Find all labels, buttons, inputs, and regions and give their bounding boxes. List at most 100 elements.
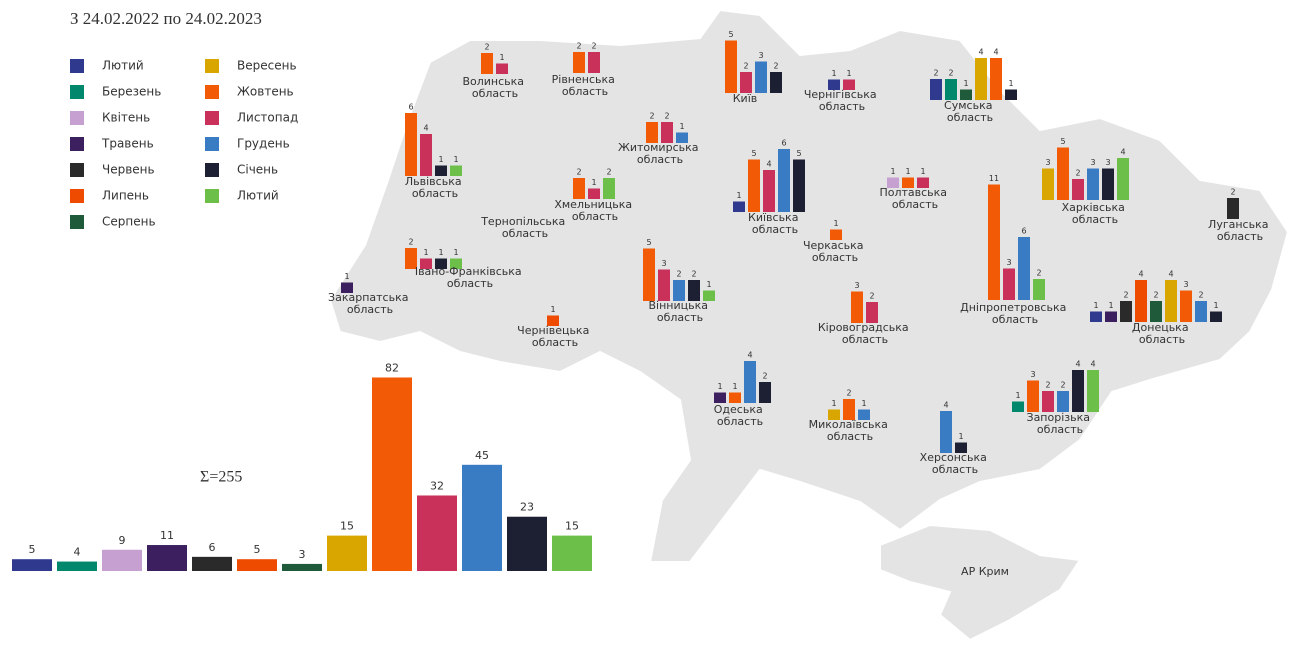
- region-bar-value: 5: [728, 30, 733, 39]
- region-bar: [759, 382, 771, 403]
- label-line: область: [812, 251, 858, 264]
- region-bar: [1150, 301, 1162, 322]
- region-bar: [658, 269, 670, 301]
- region-bar-value: 1: [890, 167, 895, 176]
- region-bar-value: 1: [905, 167, 910, 176]
- region-bar-value: 3: [758, 51, 763, 60]
- region-bar-value: 2: [1075, 169, 1080, 178]
- region-bar: [1033, 279, 1045, 300]
- region-bar-value: 1: [861, 399, 866, 408]
- region-bar: [733, 201, 745, 212]
- region-bar-value: 1: [344, 272, 349, 281]
- legend-swatch: [205, 59, 219, 73]
- region-bar-value: 1: [963, 79, 968, 88]
- region-bar: [960, 89, 972, 100]
- region-bar: [1018, 237, 1030, 300]
- label-line: Кіровоградська: [818, 321, 912, 334]
- label-line: Рівненська: [552, 73, 619, 86]
- region-bar: [1005, 89, 1017, 100]
- legend-swatch: [70, 189, 84, 203]
- region-bar: [843, 399, 855, 420]
- label-line: Івано-Франківська: [415, 265, 525, 278]
- region-bar: [828, 409, 840, 420]
- region-bar-value: 4: [1075, 360, 1080, 369]
- label-line: Волинська: [462, 75, 527, 88]
- label-line: область: [637, 153, 683, 166]
- mainland: [328, 8, 1290, 563]
- region-bar: [673, 280, 685, 301]
- region-label: Миколаївська область: [809, 418, 892, 443]
- region-bar: [887, 177, 899, 188]
- region-bar: [1120, 301, 1132, 322]
- bar: [57, 561, 97, 571]
- region-bar-value: 4: [943, 401, 948, 410]
- region-bar-value: 2: [408, 238, 413, 247]
- region-bar-value: 1: [591, 178, 596, 187]
- label-line: область: [717, 415, 763, 428]
- region-bar-value: 2: [1153, 291, 1158, 300]
- region-bar-value: 2: [1123, 291, 1128, 300]
- region-label: Чернівецька область: [517, 324, 593, 349]
- region-bar: [435, 258, 447, 269]
- region-bar-value: 6: [1021, 227, 1026, 236]
- region-bar-value: 2: [948, 69, 953, 78]
- label-line: Сумська: [944, 99, 996, 112]
- region-bar-value: 3: [1105, 158, 1110, 167]
- bar: [327, 535, 367, 571]
- region-label: Чернігівська область: [804, 88, 880, 113]
- region-bar-value: 1: [679, 122, 684, 131]
- region-bar: [843, 79, 855, 90]
- region-bar-value: 1: [831, 399, 836, 408]
- region-label: Запорізька область: [1027, 411, 1094, 436]
- legend-swatch: [205, 163, 219, 177]
- region-bar: [1117, 158, 1129, 200]
- legend-swatch: [205, 111, 219, 125]
- region-bar-value: 1: [1008, 79, 1013, 88]
- region-label: Харківська область: [1062, 201, 1129, 226]
- region-bar-value: 3: [1045, 158, 1050, 167]
- region-label: Полтавська область: [879, 186, 950, 211]
- legend-label: Лютий: [237, 189, 279, 203]
- region-bar: [547, 315, 559, 326]
- region-bar-value: 6: [408, 103, 413, 112]
- label-line: Дніпропетровська: [960, 301, 1070, 314]
- label-line: область: [1217, 230, 1263, 243]
- region-label: Сумська область: [944, 99, 996, 124]
- region-bar: [1105, 311, 1117, 322]
- region-bar-value: 4: [1090, 360, 1095, 369]
- legend-label: Березень: [102, 85, 161, 99]
- region-bar: [744, 361, 756, 403]
- region-bar-value: 1: [717, 382, 722, 391]
- label-line: область: [572, 210, 618, 223]
- region-bar: [990, 58, 1002, 100]
- region-bar-value: 1: [453, 155, 458, 164]
- legend-label: Серпень: [102, 215, 156, 229]
- region-bar: [573, 178, 585, 199]
- label-line: область: [992, 313, 1038, 326]
- bar: [192, 556, 232, 571]
- region-bar: [643, 248, 655, 301]
- region-label: АР Крим: [961, 565, 1009, 578]
- region-bar-value: 1: [499, 53, 504, 62]
- region-bar: [603, 178, 615, 199]
- region-bar-value: 4: [423, 124, 428, 133]
- region-bar: [945, 79, 957, 100]
- bar: [102, 549, 142, 571]
- value-label: 82: [385, 361, 399, 374]
- region-bar: [828, 79, 840, 90]
- region-bar: [450, 165, 462, 176]
- bar: [372, 377, 412, 571]
- label-line: Черкаська: [803, 239, 867, 252]
- region-bar-value: 1: [423, 248, 428, 257]
- legend-swatch: [205, 85, 219, 99]
- legend-label: Вересень: [237, 59, 297, 73]
- region-bar-value: 1: [732, 382, 737, 391]
- value-label: 5: [29, 543, 36, 556]
- region-bar-value: 11: [989, 174, 999, 183]
- legend-label: Червень: [102, 163, 155, 177]
- value-label: 4: [74, 546, 81, 559]
- region-bar-value: 4: [747, 351, 752, 360]
- region-bar: [1057, 147, 1069, 200]
- legend-swatch: [205, 137, 219, 151]
